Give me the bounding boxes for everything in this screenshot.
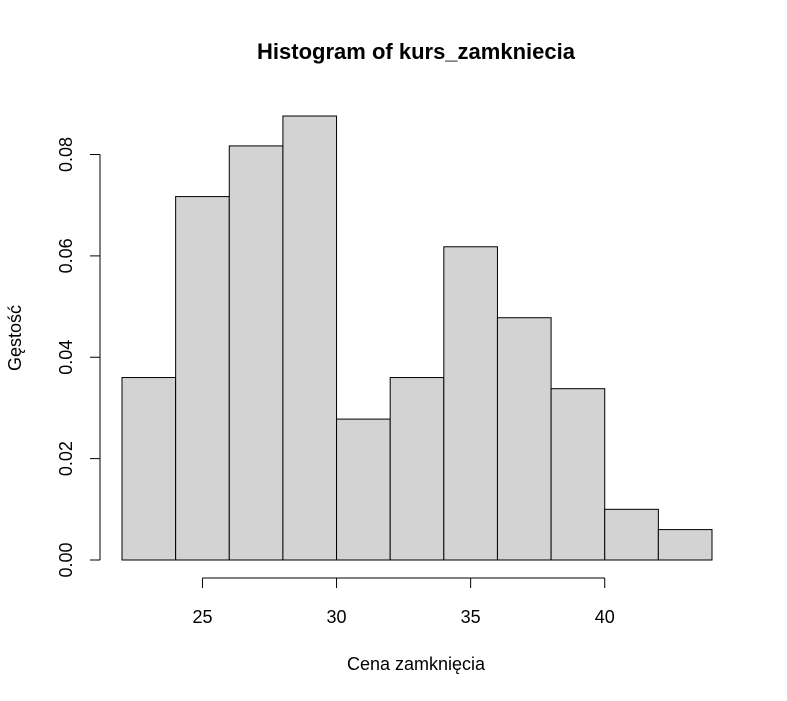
y-tick-label: 0.02 [56,441,76,476]
x-tick-label: 40 [595,607,615,627]
histogram-bar [282,115,338,561]
histogram-bar [550,388,606,561]
x-tick-label: 35 [461,607,481,627]
y-tick-label: 0.08 [56,137,76,172]
histogram-bar [657,529,713,561]
y-axis: 0.00 0.02 0.04 0.06 0.08 [56,137,101,578]
histogram-bar [336,418,391,561]
histogram-bar [496,317,552,561]
histogram-bar [228,145,284,561]
bars-group [121,115,713,561]
x-axis-label: Cena zamknięcia [347,654,486,674]
x-tick-label: 30 [327,607,347,627]
histogram-bar [175,196,230,561]
chart-title: Histogram of kurs_zamkniecia [257,39,576,64]
y-tick-label: 0.06 [56,238,76,273]
y-tick-label: 0.00 [56,542,76,577]
y-axis-label: Gęstość [5,305,25,371]
y-tick-label: 0.04 [56,340,76,375]
histogram-bar [389,377,445,561]
histogram-bar [604,508,659,561]
histogram-bar [443,246,498,561]
histogram-bar [121,377,177,561]
x-axis: 25 30 35 40 [192,577,615,627]
x-tick-label: 25 [192,607,212,627]
